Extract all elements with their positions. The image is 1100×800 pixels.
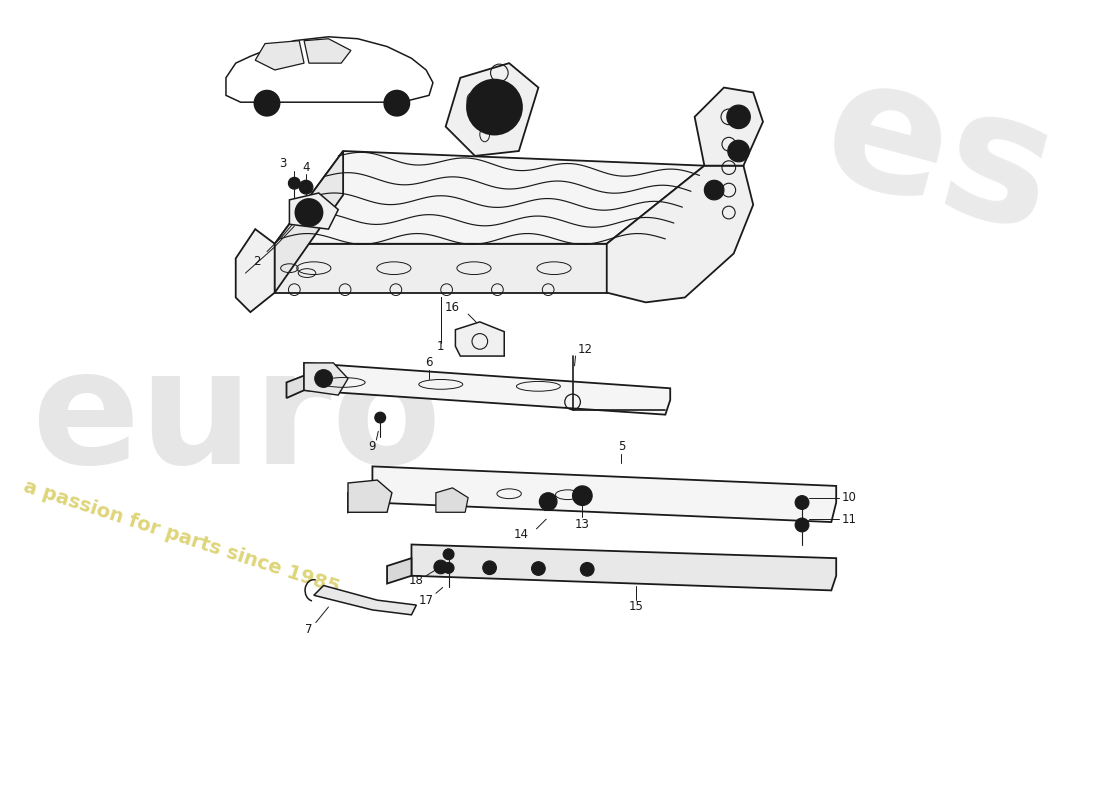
Circle shape	[375, 412, 386, 423]
Circle shape	[443, 562, 454, 574]
Polygon shape	[411, 545, 836, 590]
Polygon shape	[286, 375, 304, 398]
Circle shape	[704, 180, 724, 200]
Text: 18: 18	[409, 574, 424, 587]
Circle shape	[299, 180, 312, 194]
Circle shape	[433, 560, 448, 574]
Text: a passion for parts since 1985: a passion for parts since 1985	[21, 477, 342, 597]
Text: 15: 15	[628, 601, 643, 614]
Polygon shape	[304, 363, 348, 395]
Text: 17: 17	[419, 594, 433, 606]
Polygon shape	[387, 558, 411, 583]
Polygon shape	[446, 63, 538, 156]
Text: 10: 10	[842, 491, 856, 504]
Circle shape	[483, 561, 496, 574]
Polygon shape	[455, 322, 504, 356]
Circle shape	[531, 562, 546, 575]
Circle shape	[254, 90, 279, 116]
Polygon shape	[348, 483, 373, 512]
Polygon shape	[275, 151, 343, 293]
Text: 4: 4	[302, 161, 310, 174]
Circle shape	[795, 496, 808, 510]
Circle shape	[315, 370, 332, 387]
Circle shape	[384, 90, 409, 116]
Polygon shape	[275, 151, 704, 244]
Text: 5: 5	[618, 440, 625, 454]
Text: es: es	[805, 41, 1072, 270]
Text: 7: 7	[305, 623, 312, 636]
Text: 3: 3	[279, 158, 286, 170]
Polygon shape	[275, 244, 607, 293]
Text: 9: 9	[368, 440, 376, 454]
Circle shape	[727, 105, 750, 129]
Polygon shape	[289, 193, 338, 229]
Circle shape	[573, 486, 592, 506]
Polygon shape	[348, 480, 392, 512]
Polygon shape	[255, 41, 304, 70]
Circle shape	[295, 199, 322, 226]
Circle shape	[728, 140, 749, 162]
Polygon shape	[436, 488, 469, 512]
Text: 13: 13	[575, 518, 590, 531]
Circle shape	[443, 549, 454, 560]
Text: 11: 11	[842, 513, 857, 526]
Text: 12: 12	[578, 342, 593, 356]
Polygon shape	[607, 166, 754, 302]
Text: 14: 14	[514, 528, 528, 542]
Text: 16: 16	[446, 301, 460, 314]
Circle shape	[477, 90, 512, 125]
Circle shape	[288, 178, 300, 189]
Circle shape	[468, 80, 521, 134]
Circle shape	[795, 518, 808, 532]
Text: 1: 1	[437, 340, 444, 353]
Polygon shape	[226, 37, 433, 102]
Text: euro: euro	[31, 342, 441, 497]
Polygon shape	[314, 586, 417, 615]
Text: 6: 6	[426, 356, 432, 370]
Circle shape	[581, 562, 594, 576]
Polygon shape	[373, 466, 836, 522]
Polygon shape	[235, 229, 275, 312]
Polygon shape	[694, 87, 763, 166]
Polygon shape	[304, 38, 351, 63]
Polygon shape	[304, 363, 670, 414]
Text: 2: 2	[253, 255, 261, 268]
Circle shape	[539, 493, 557, 510]
